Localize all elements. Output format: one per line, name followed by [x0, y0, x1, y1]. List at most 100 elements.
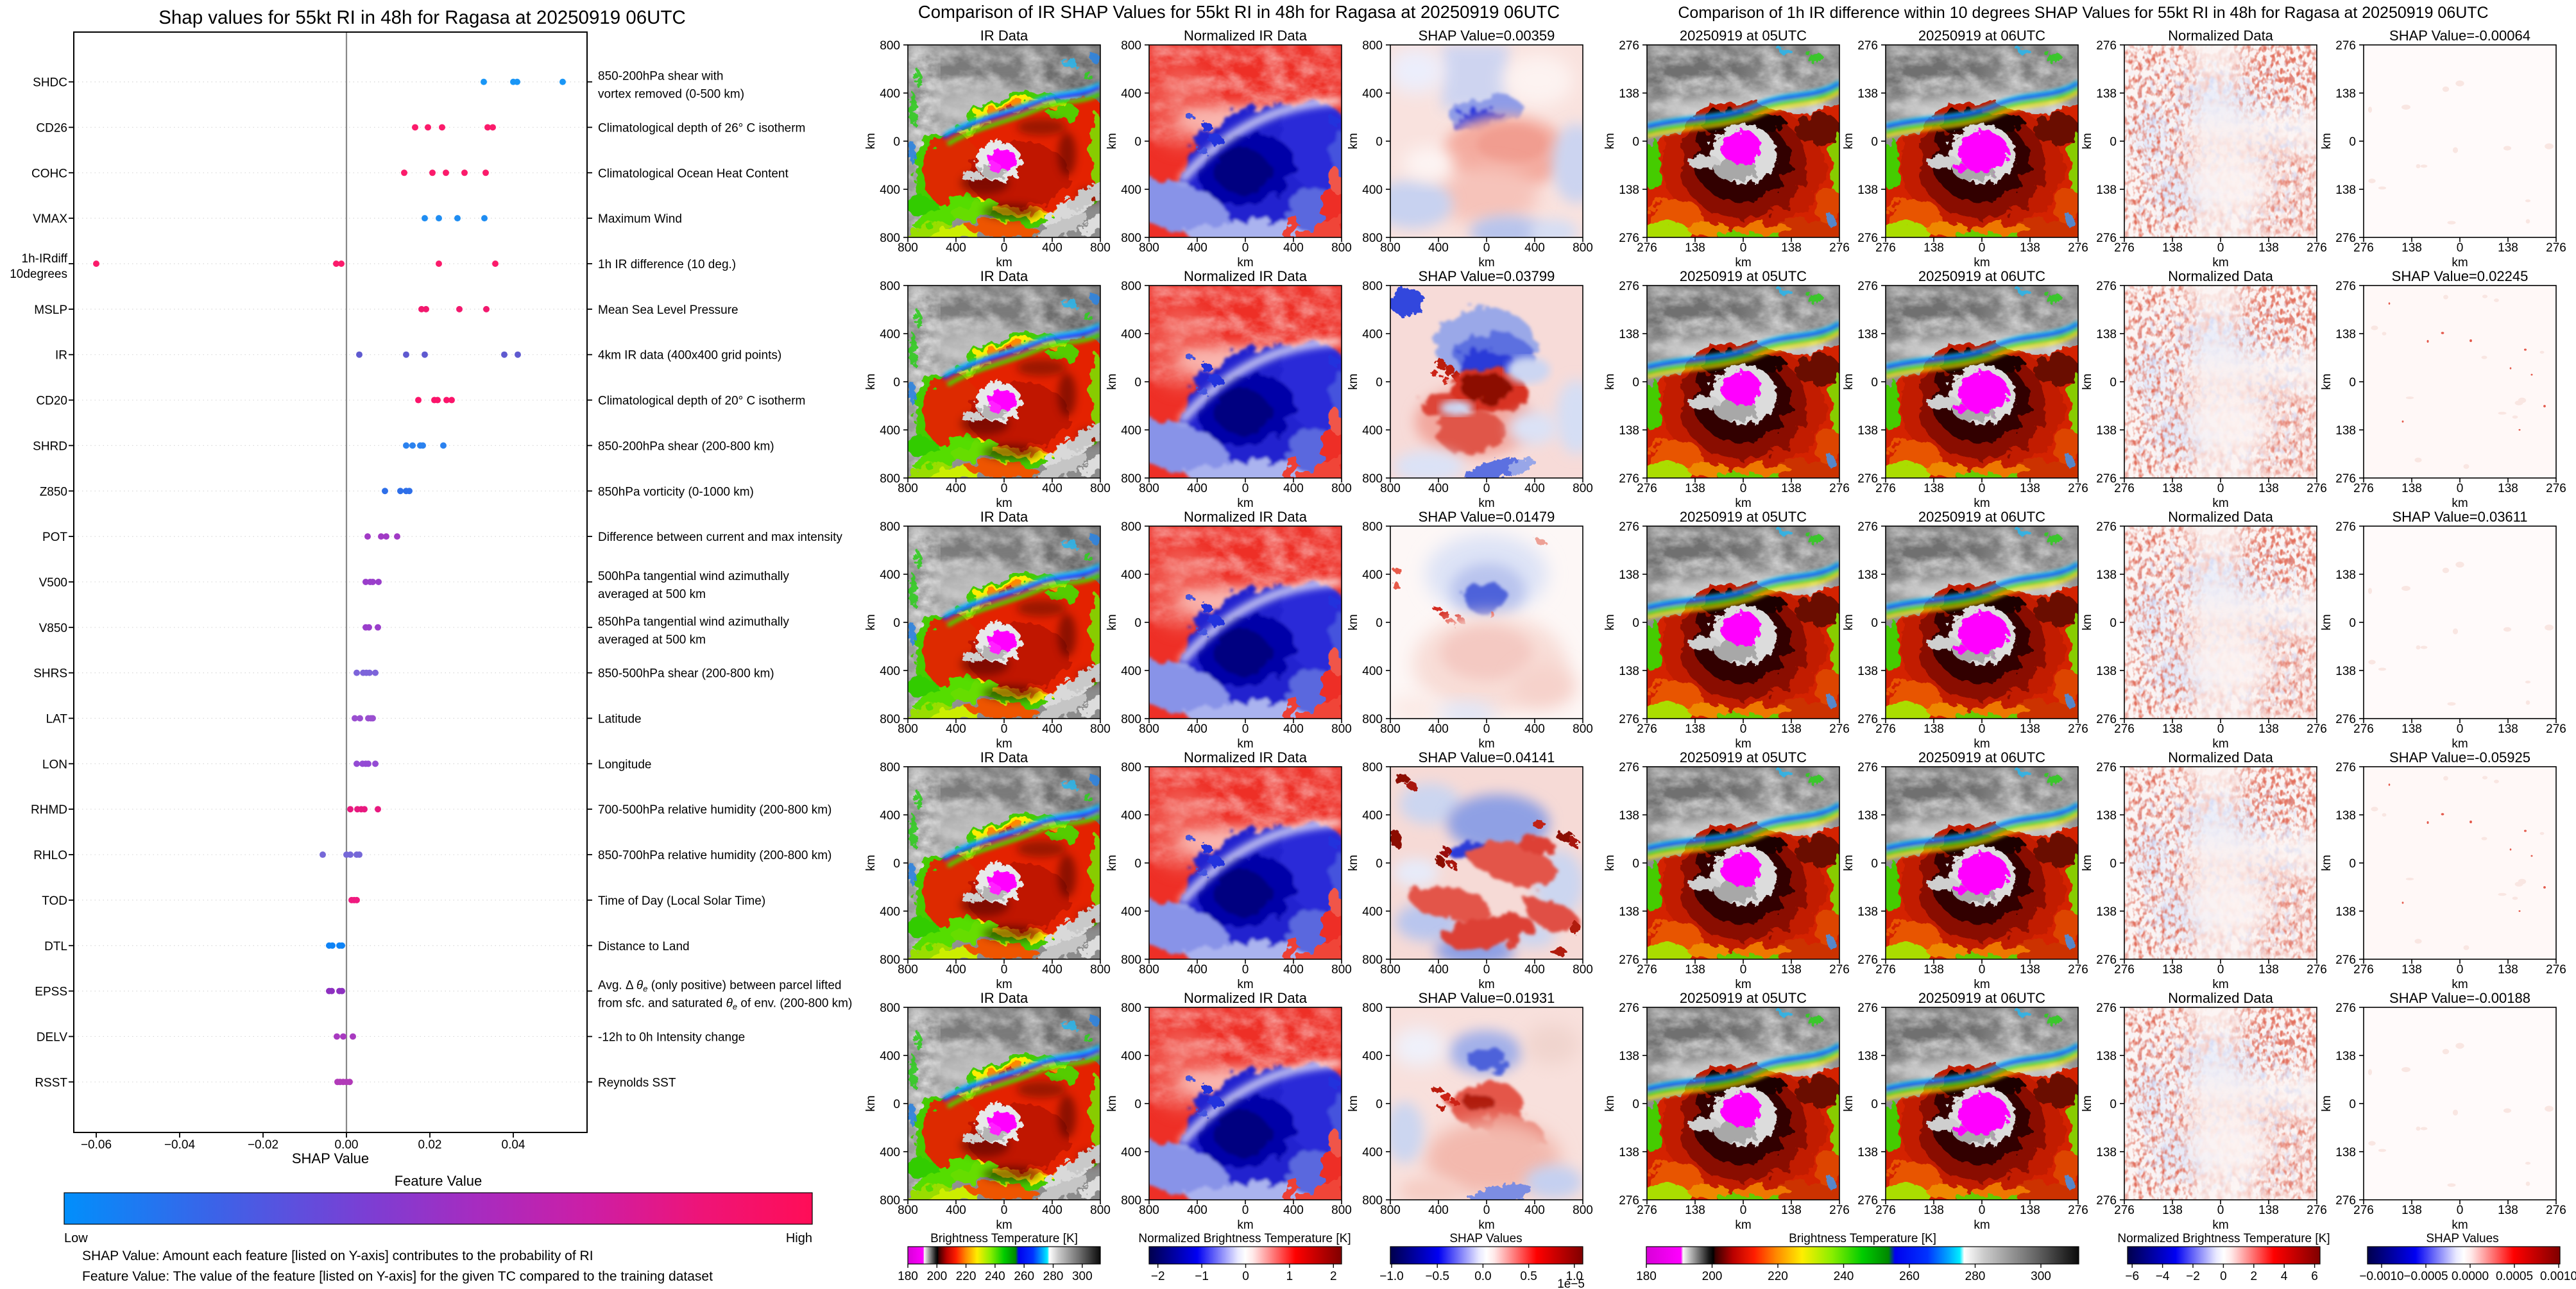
svg-text:276: 276	[2114, 963, 2135, 977]
svg-text:800: 800	[1331, 241, 1352, 255]
svg-text:km: km	[1237, 978, 1253, 991]
svg-text:800: 800	[1090, 722, 1111, 736]
svg-text:Normalized Data: Normalized Data	[2168, 268, 2274, 284]
svg-text:400: 400	[1283, 963, 1304, 977]
svg-text:400: 400	[1524, 963, 1545, 977]
svg-text:1e−5: 1e−5	[1557, 1277, 1585, 1289]
svg-text:276: 276	[1637, 482, 1657, 495]
svg-text:800: 800	[1362, 520, 1383, 534]
svg-text:TOD: TOD	[42, 894, 67, 908]
svg-text:20250919 at 06UTC: 20250919 at 06UTC	[1918, 749, 2045, 765]
svg-text:400: 400	[1042, 482, 1062, 495]
svg-text:0: 0	[1740, 722, 1747, 736]
svg-text:276: 276	[2335, 1002, 2356, 1015]
svg-text:0: 0	[1134, 857, 1141, 871]
svg-text:276: 276	[1619, 713, 1639, 726]
svg-text:LON: LON	[42, 758, 67, 771]
svg-text:850-200hPa shear (200-800 km): 850-200hPa shear (200-800 km)	[598, 440, 774, 453]
svg-text:Brightness Temperature [K]: Brightness Temperature [K]	[1789, 1232, 1936, 1245]
svg-text:138: 138	[2335, 568, 2356, 582]
svg-text:0: 0	[893, 617, 900, 630]
svg-text:400: 400	[1362, 665, 1383, 678]
svg-text:138: 138	[2401, 241, 2422, 255]
svg-text:0.00: 0.00	[335, 1138, 359, 1152]
svg-text:km: km	[1237, 1218, 1253, 1232]
svg-text:138: 138	[1619, 568, 1639, 582]
svg-text:km: km	[1974, 978, 1990, 991]
svg-text:276: 276	[1875, 482, 1896, 495]
svg-text:800: 800	[880, 232, 900, 245]
svg-text:800: 800	[1090, 1204, 1111, 1217]
svg-text:0: 0	[1740, 241, 1747, 255]
svg-text:Avg. Δ θe (only positive) betw: Avg. Δ θe (only positive) between parcel…	[598, 979, 841, 994]
svg-text:0: 0	[1740, 1204, 1747, 1217]
svg-text:276: 276	[2096, 1194, 2117, 1208]
svg-text:138: 138	[2162, 482, 2183, 495]
svg-text:SHAP Value=0.03611: SHAP Value=0.03611	[2393, 509, 2528, 525]
svg-text:IR Data: IR Data	[980, 509, 1028, 525]
svg-text:km: km	[864, 614, 878, 630]
svg-text:276: 276	[2068, 963, 2088, 977]
svg-text:400: 400	[1362, 905, 1383, 919]
svg-text:400: 400	[1428, 963, 1449, 977]
svg-text:0: 0	[2217, 722, 2224, 736]
svg-text:800: 800	[1139, 722, 1159, 736]
svg-text:SHRD: SHRD	[33, 440, 67, 453]
svg-text:Time of Day (Local Solar Time): Time of Day (Local Solar Time)	[598, 894, 765, 908]
svg-text:0: 0	[1483, 722, 1490, 736]
svg-text:276: 276	[1875, 963, 1896, 977]
svg-text:276: 276	[2068, 1204, 2088, 1217]
svg-text:km: km	[2081, 1095, 2094, 1111]
svg-text:RSST: RSST	[35, 1076, 67, 1089]
svg-text:138: 138	[1781, 722, 1802, 736]
svg-text:138: 138	[2096, 1050, 2117, 1063]
svg-text:−0.5: −0.5	[1425, 1270, 1449, 1283]
svg-text:276: 276	[2335, 232, 2356, 245]
svg-text:0: 0	[2349, 376, 2356, 389]
svg-text:800: 800	[880, 472, 900, 486]
svg-text:0: 0	[1134, 135, 1141, 149]
svg-text:0: 0	[1376, 857, 1383, 871]
svg-text:SHAP Value=0.04141: SHAP Value=0.04141	[1419, 749, 1555, 765]
svg-text:0: 0	[1871, 135, 1878, 149]
svg-text:276: 276	[2307, 1204, 2327, 1217]
svg-text:276: 276	[1619, 472, 1639, 486]
svg-text:0: 0	[1979, 482, 1986, 495]
svg-text:km: km	[1603, 614, 1617, 630]
svg-text:138: 138	[2096, 328, 2117, 341]
svg-text:180: 180	[898, 1270, 918, 1283]
svg-text:km: km	[1842, 373, 1855, 389]
svg-text:Normalized IR Data: Normalized IR Data	[1184, 749, 1308, 765]
svg-text:400: 400	[1187, 241, 1207, 255]
svg-text:276: 276	[2096, 1002, 2117, 1015]
svg-text:138: 138	[1781, 963, 1802, 977]
svg-text:Normalized Data: Normalized Data	[2168, 28, 2274, 44]
svg-text:400: 400	[1121, 1050, 1141, 1063]
svg-text:138: 138	[1619, 328, 1639, 341]
svg-text:Climatological Ocean Heat Cont: Climatological Ocean Heat Content	[598, 167, 789, 180]
svg-text:IR Data: IR Data	[980, 268, 1028, 284]
svg-text:0: 0	[1376, 135, 1383, 149]
svg-text:Normalized Data: Normalized Data	[2168, 509, 2274, 525]
svg-text:400: 400	[1362, 568, 1383, 582]
svg-text:km: km	[864, 1095, 878, 1111]
svg-text:138: 138	[2096, 809, 2117, 823]
svg-text:20250919 at 05UTC: 20250919 at 05UTC	[1680, 509, 1807, 525]
svg-text:276: 276	[2546, 722, 2566, 736]
svg-text:138: 138	[1923, 722, 1944, 736]
svg-text:SHRS: SHRS	[33, 667, 67, 681]
svg-text:276: 276	[1857, 713, 1878, 726]
svg-text:800: 800	[1331, 722, 1352, 736]
svg-text:km: km	[2320, 855, 2333, 871]
svg-text:276: 276	[2335, 953, 2356, 967]
svg-text:800: 800	[1121, 713, 1141, 726]
svg-text:Reynolds SST: Reynolds SST	[598, 1076, 676, 1089]
svg-text:Normalized Brightness Temperat: Normalized Brightness Temperature [K]	[2117, 1232, 2330, 1245]
svg-text:850-500hPa shear (200-800 km): 850-500hPa shear (200-800 km)	[598, 667, 774, 681]
svg-text:IR Data: IR Data	[980, 990, 1028, 1006]
svg-text:vortex removed (0-500 km): vortex removed (0-500 km)	[598, 88, 744, 101]
svg-text:0.0010: 0.0010	[2540, 1270, 2576, 1283]
svg-text:km: km	[1478, 256, 1494, 269]
svg-text:km: km	[1603, 1095, 1617, 1111]
svg-text:276: 276	[2335, 280, 2356, 293]
